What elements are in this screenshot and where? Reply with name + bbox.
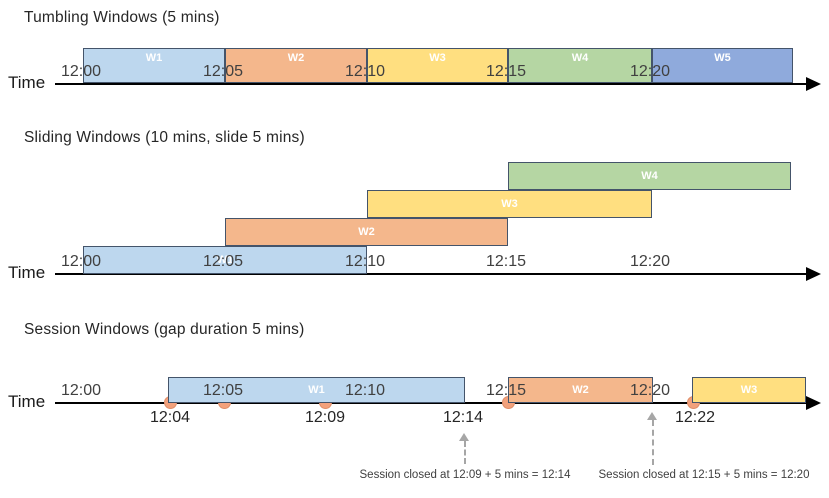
tumbling-title: Tumbling Windows (5 mins)	[24, 9, 220, 26]
session-tick-1205: 12:05	[202, 382, 244, 399]
tumbling-window-w1: W1	[83, 48, 225, 83]
window-label: W1	[145, 52, 163, 64]
close-arrow-1-icon	[459, 433, 469, 441]
window-label: W2	[287, 52, 305, 64]
session-window-w1: W1	[168, 377, 465, 403]
window-label: W2	[358, 226, 375, 238]
tumbling-tick-1205: 12:05	[202, 63, 244, 80]
close-arrow-2-line	[652, 420, 654, 465]
session-tick-1200: 12:00	[60, 382, 102, 399]
event-label-1209: 12:09	[304, 409, 346, 426]
sliding-axis	[55, 273, 810, 275]
close-arrow-1-line	[464, 441, 466, 464]
window-label: W3	[429, 52, 446, 64]
window-label: W4	[571, 52, 589, 64]
tumbling-window-w4: W4	[508, 48, 652, 83]
window-label: W3	[740, 384, 758, 396]
sliding-tick-1215: 12:15	[485, 253, 527, 270]
session-window-w2: W2	[508, 377, 653, 403]
tumbling-window-w5: W5	[652, 48, 793, 83]
session-tick-1215: 12:15	[485, 382, 527, 399]
session-annotation-1: Session closed at 12:09 + 5 mins = 12:14	[359, 469, 571, 481]
session-axis-arrow-icon	[806, 396, 821, 410]
tumbling-tick-1210: 12:10	[344, 63, 386, 80]
sliding-tick-1220: 12:20	[629, 253, 671, 270]
sliding-axis-arrow-icon	[806, 267, 821, 281]
window-label: W1	[308, 384, 325, 396]
tumbling-tick-1200: 12:00	[60, 63, 102, 80]
tumbling-window-w3: W3	[367, 48, 508, 83]
window-label: W2	[572, 384, 589, 396]
sliding-axis-label: Time	[8, 263, 46, 282]
session-tick-1220: 12:20	[629, 382, 671, 399]
sliding-window-w2: W2	[225, 218, 508, 246]
window-label: W5	[714, 52, 731, 64]
close-arrow-2-icon	[647, 412, 657, 420]
tumbling-axis	[55, 83, 810, 85]
session-window-w3: W3	[692, 377, 806, 403]
tumbling-axis-arrow-icon	[806, 77, 821, 91]
window-label: W1	[216, 254, 234, 266]
session-annotation-2: Session closed at 12:15 + 5 mins = 12:20	[598, 469, 810, 481]
tumbling-tick-1220: 12:20	[629, 63, 671, 80]
sliding-tick-1205: 12:05	[202, 253, 244, 270]
sliding-window-w3: W3	[367, 190, 652, 218]
tumbling-tick-1215: 12:15	[485, 63, 527, 80]
event-label-1222: 12:22	[674, 409, 716, 426]
sliding-window-w1: W1	[83, 246, 367, 274]
event-label-1214: 12:14	[442, 409, 484, 426]
sliding-title: Sliding Windows (10 mins, slide 5 mins)	[24, 129, 305, 146]
session-title: Session Windows (gap duration 5 mins)	[24, 321, 305, 338]
sliding-tick-1210: 12:10	[344, 253, 386, 270]
window-label: W3	[501, 198, 518, 210]
event-label-1204: 12:04	[149, 409, 191, 426]
sliding-window-w4: W4	[508, 162, 791, 190]
tumbling-window-w2: W2	[225, 48, 367, 83]
session-tick-1210: 12:10	[344, 382, 386, 399]
tumbling-axis-label: Time	[8, 73, 46, 92]
window-label: W4	[641, 170, 658, 182]
sliding-tick-1200: 12:00	[60, 253, 102, 270]
session-axis-label: Time	[8, 392, 46, 411]
session-axis	[55, 402, 810, 404]
